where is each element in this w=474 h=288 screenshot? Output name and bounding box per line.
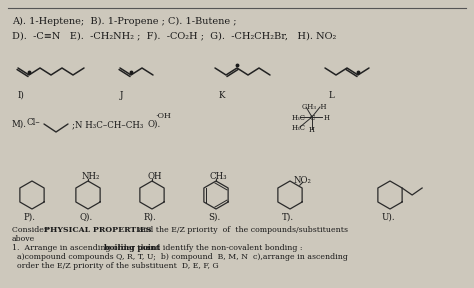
Text: J: J <box>120 91 124 100</box>
Text: order the E/Z priority of the substituent  D, E, F, G: order the E/Z priority of the substituen… <box>17 262 219 270</box>
Text: CH₃: CH₃ <box>210 172 228 181</box>
Text: CH₃  H: CH₃ H <box>302 103 327 111</box>
Text: ;N H₃C–CH–CH₃: ;N H₃C–CH–CH₃ <box>72 120 143 129</box>
Text: M).: M). <box>12 120 27 129</box>
Text: P).: P). <box>24 213 36 222</box>
Text: U).: U). <box>382 213 396 222</box>
Text: Cl–: Cl– <box>26 118 40 127</box>
Text: S).: S). <box>208 213 220 222</box>
Text: I): I) <box>18 91 25 100</box>
Text: ·OH: ·OH <box>155 112 171 120</box>
Text: H₃C: H₃C <box>292 114 306 122</box>
Text: NH₂: NH₂ <box>82 172 100 181</box>
Text: D).  -C≡N   E).  -CH₂NH₂ ;  F).  -CO₂H ;  G).  -CH₂CH₂Br,   H). NO₂: D). -C≡N E). -CH₂NH₂ ; F). -CO₂H ; G). -… <box>12 31 336 40</box>
Text: NO₂: NO₂ <box>294 176 312 185</box>
Text: K: K <box>219 91 226 100</box>
Text: Consider: Consider <box>12 226 50 234</box>
Text: O).: O). <box>148 120 161 129</box>
Text: PHYSICAL PROPERTIES: PHYSICAL PROPERTIES <box>44 226 152 234</box>
Text: T).: T). <box>282 213 294 222</box>
Text: L: L <box>329 91 335 100</box>
Text: A). 1-Heptene;  B). 1-Propene ; C). 1-Butene ;: A). 1-Heptene; B). 1-Propene ; C). 1-But… <box>12 17 237 26</box>
Text: OH: OH <box>148 172 163 181</box>
Text: Q).: Q). <box>80 213 93 222</box>
Text: H₃C: H₃C <box>292 124 306 132</box>
Text: R).: R). <box>144 213 157 222</box>
Text: and identify the non-covalent bonding :: and identify the non-covalent bonding : <box>143 244 302 252</box>
Text: C: C <box>309 114 315 122</box>
Text: a)compound compounds Q, R, T, U;  b) compound  B, M, N  c),arrange in ascending: a)compound compounds Q, R, T, U; b) comp… <box>17 253 348 261</box>
Text: H: H <box>309 126 315 134</box>
Text: H: H <box>324 114 330 122</box>
Text: and the E/Z priority  of  the compounds/substituents: and the E/Z priority of the compounds/su… <box>136 226 348 234</box>
Text: above: above <box>12 235 35 243</box>
Text: 1.  Arrange in ascending order the: 1. Arrange in ascending order the <box>12 244 153 252</box>
Text: boiling point: boiling point <box>104 244 160 252</box>
